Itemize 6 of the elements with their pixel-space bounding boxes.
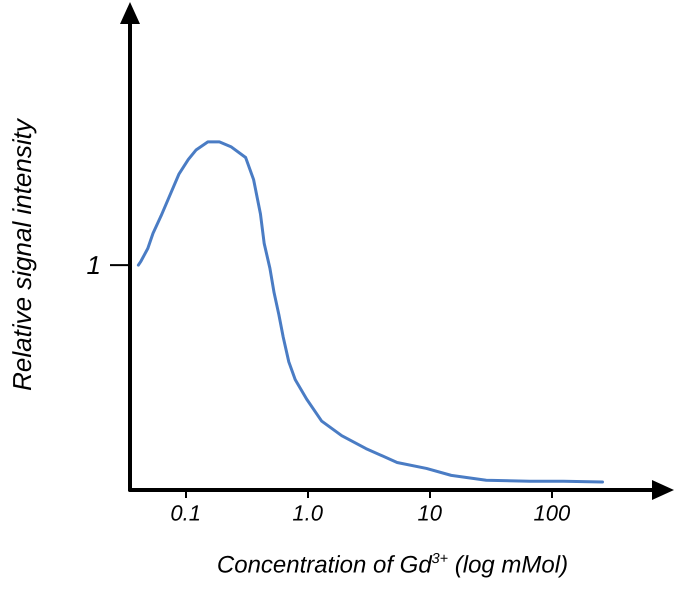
ref-line-label: 1 [86,250,101,280]
x-tick-label: 10 [418,500,443,526]
x-tick-label: 1.0 [292,500,324,526]
x-tick-label: 0.1 [170,500,201,526]
x-tick-label: 100 [533,500,571,526]
y-axis-title: Relative signal intensity [7,117,37,391]
